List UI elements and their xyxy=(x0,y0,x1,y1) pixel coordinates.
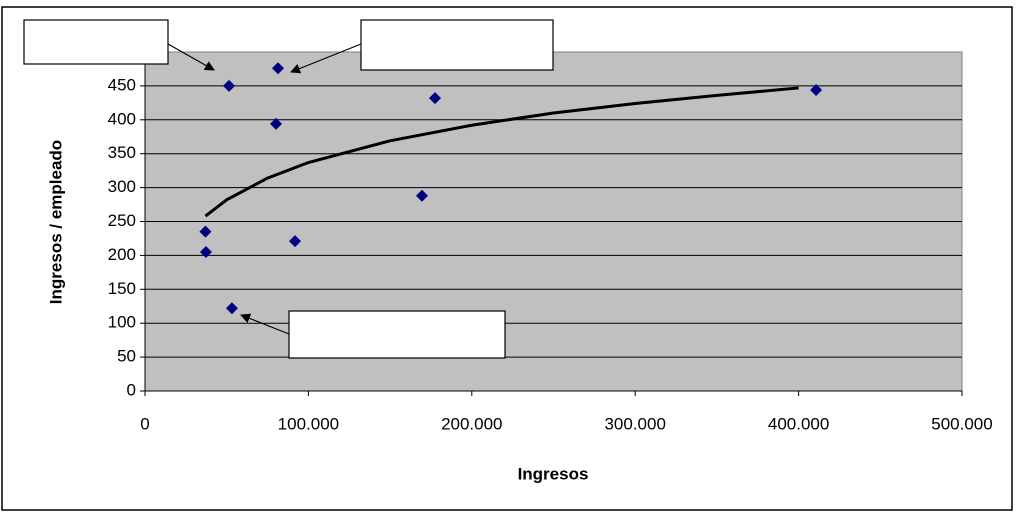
y-tick-label: 0 xyxy=(127,380,136,399)
point xyxy=(272,62,285,75)
y-axis-title: Ingresos / empleado xyxy=(46,140,65,304)
point xyxy=(199,246,212,259)
callout-box xyxy=(360,19,554,71)
point xyxy=(810,83,823,96)
plot-area: 0 50 100 150 200 250 300 350 400 450 0 100.000 200.0… xyxy=(108,51,993,433)
point xyxy=(415,189,428,202)
y-tick-label: 200 xyxy=(108,245,136,264)
point xyxy=(222,79,235,92)
y-tick-label: 450 xyxy=(108,75,136,94)
point xyxy=(429,92,442,105)
callout-arrow xyxy=(167,43,215,71)
y-tick-label: 50 xyxy=(117,347,136,366)
x-tick-label: 200.000 xyxy=(441,414,502,433)
callout-arrow xyxy=(290,43,362,74)
callout-box xyxy=(23,19,169,65)
y-tick-label: 350 xyxy=(108,143,136,162)
y-tick-label: 100 xyxy=(108,313,136,332)
x-tick-label: 100.000 xyxy=(278,414,339,433)
callout-box xyxy=(288,310,506,359)
x-tick-label: 0 xyxy=(140,414,149,433)
x-axis-title: Ingresos xyxy=(518,464,589,483)
point xyxy=(289,235,302,248)
point xyxy=(225,302,238,315)
trendline xyxy=(204,86,799,218)
y-tick-label: 300 xyxy=(108,177,136,196)
y-tick-label: 150 xyxy=(108,279,136,298)
x-tick-label: 300.000 xyxy=(604,414,665,433)
callout-arrow xyxy=(240,313,290,335)
callouts xyxy=(23,19,554,359)
point xyxy=(199,225,212,238)
x-tick-label: 400.000 xyxy=(768,414,829,433)
x-tick-label: 500.000 xyxy=(931,414,992,433)
y-tick-label: 400 xyxy=(108,109,136,128)
y-tick-label: 250 xyxy=(108,211,136,230)
point xyxy=(270,117,283,130)
